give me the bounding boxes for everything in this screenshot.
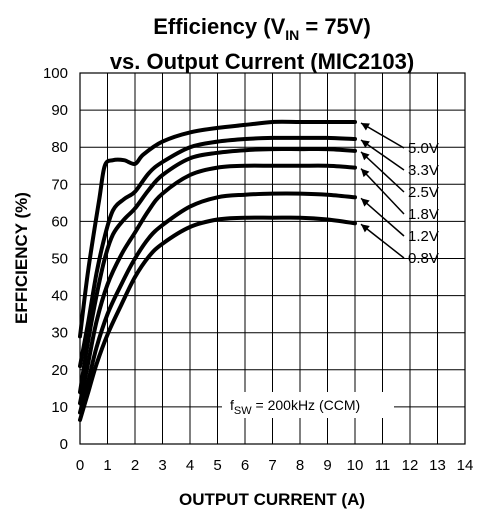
x-tick-label-8: 8 xyxy=(296,457,304,474)
x-tick-label-2: 2 xyxy=(131,457,139,474)
legend-arrow-2.5V xyxy=(360,151,405,193)
x-tick-label-13: 13 xyxy=(429,457,446,474)
x-tick-label-5: 5 xyxy=(213,457,221,474)
legend-arrowhead-3.3V xyxy=(361,140,370,148)
y-tick-label-6: 60 xyxy=(51,213,68,230)
legend-arrowhead-5.0V xyxy=(361,122,370,131)
series-line-5.0V xyxy=(78,119,357,339)
y-axis-label: EFFICIENCY (%) xyxy=(12,192,31,324)
series-lines xyxy=(78,119,357,422)
y-tick-label-9: 90 xyxy=(51,102,68,119)
legend-label-1.2V: 1.2V xyxy=(408,228,439,245)
legend-label-0.8V: 0.8V xyxy=(408,250,439,267)
title-line1-end: = 75V) xyxy=(299,14,371,39)
y-tick-label-3: 30 xyxy=(51,325,68,342)
fsw-annotation: fSW = 200kHz (CCM) xyxy=(230,397,360,417)
series-line-1.8V xyxy=(78,163,357,406)
legend-label-3.3V: 3.3V xyxy=(408,162,439,179)
x-tick-label-11: 11 xyxy=(375,457,391,474)
x-tick-label-14: 14 xyxy=(457,457,474,474)
y-tick-label-5: 50 xyxy=(51,251,68,268)
y-tick-label-4: 40 xyxy=(51,288,68,305)
series-line-0.8V xyxy=(78,215,357,422)
legend-label-1.8V: 1.8V xyxy=(408,206,439,223)
y-tick-label-8: 80 xyxy=(51,139,68,156)
legend-arrow-5.0V xyxy=(360,122,405,149)
y-tick-label-1: 10 xyxy=(51,399,68,416)
fsw-prefix: f xyxy=(230,397,234,413)
x-tick-label-10: 10 xyxy=(347,457,364,474)
x-tick-label-4: 4 xyxy=(186,457,194,474)
legend-arrowhead-1.8V xyxy=(361,168,370,178)
legend-arrow-3.3V xyxy=(360,139,405,171)
legend-arrowhead-0.8V xyxy=(361,224,370,233)
legend-arrow-1.2V xyxy=(360,197,405,237)
x-tick-label-7: 7 xyxy=(268,457,276,474)
x-axis-label: OUTPUT CURRENT (A) xyxy=(179,490,365,509)
legend: 5.0V 3.3V 2.5V 1.8V 1.2V 0.8V xyxy=(360,122,439,267)
x-tick-label-12: 12 xyxy=(402,457,419,474)
title-line1-main: Efficiency (V xyxy=(153,14,285,39)
x-tick-labels: 0 1 2 3 4 5 6 7 8 9 10 11 12 13 14 xyxy=(76,457,474,474)
y-tick-label-7: 70 xyxy=(51,176,68,193)
y-tick-label-0: 0 xyxy=(60,436,68,453)
fsw-text: = 200kHz (CCM) xyxy=(252,397,361,413)
y-tick-label-2: 20 xyxy=(51,362,68,379)
fsw-subscript: SW xyxy=(234,405,252,417)
legend-arrow-1.8V xyxy=(360,168,405,215)
x-tick-label-9: 9 xyxy=(323,457,331,474)
y-tick-label-10: 100 xyxy=(43,65,68,82)
series-line-3.3V xyxy=(78,135,357,369)
x-tick-label-6: 6 xyxy=(241,457,249,474)
series-line-1.2V xyxy=(78,191,357,415)
legend-arrowhead-2.5V xyxy=(361,151,370,161)
series-line-2.5V xyxy=(78,146,357,395)
plot-frame xyxy=(79,72,466,445)
legend-label-5.0V: 5.0V xyxy=(408,140,439,157)
chart-title-line1: Efficiency (VIN = 75V) xyxy=(153,14,371,43)
y-tick-labels: 0 10 20 30 40 50 60 70 80 90 100 xyxy=(43,65,68,453)
legend-arrowhead-1.2V xyxy=(361,198,370,207)
annotation-background xyxy=(222,392,394,418)
legend-arrow-0.8V xyxy=(360,223,405,259)
chart-title-line2: vs. Output Current (MIC2103) xyxy=(110,49,414,74)
x-tick-label-3: 3 xyxy=(158,457,166,474)
x-tick-label-0: 0 xyxy=(76,457,84,474)
title-line1-subscript: IN xyxy=(285,27,299,43)
x-tick-label-1: 1 xyxy=(103,457,111,474)
legend-label-2.5V: 2.5V xyxy=(408,184,439,201)
